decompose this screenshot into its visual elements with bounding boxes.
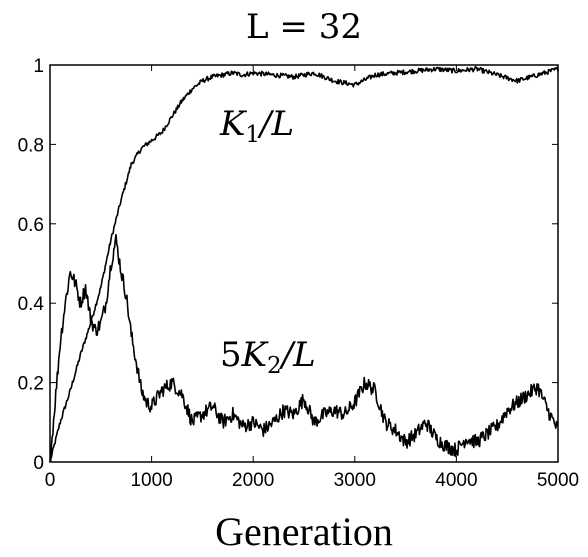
y-tick-label: 0.2 — [18, 374, 44, 395]
chart-title: L = 32 — [246, 7, 362, 47]
annotation-5k2-subscript: 2 — [267, 353, 282, 379]
annotation-k1-subscript: 1 — [245, 122, 260, 148]
x-tick-label: 5000 — [537, 470, 579, 491]
annotation-k1-symbol: K — [219, 104, 248, 144]
series-line-2 — [49, 233, 559, 463]
annotation-k1-over-l: K1/L — [219, 104, 294, 148]
y-tick-label: 0.8 — [18, 135, 44, 156]
x-tick-label: 4000 — [435, 470, 477, 491]
x-tick-label: 1000 — [130, 470, 172, 491]
series-line-1 — [49, 65, 559, 463]
annotation-k1-denominator: /L — [257, 104, 294, 144]
annotation-5k2-symbol: K — [241, 335, 270, 375]
x-tick-label: 2000 — [232, 470, 274, 491]
annotation-5k2-denominator: /L — [279, 335, 316, 375]
annotation-5k2-coefficient: 5 — [220, 335, 242, 375]
y-tick-label: 1 — [33, 56, 44, 77]
plot-frame — [49, 64, 559, 463]
y-tick-label: 0 — [33, 453, 44, 474]
y-tick-label: 0.4 — [18, 294, 45, 315]
ticks-layer: 0 1000 2000 3000 4000 5000 0 0.2 0.4 0.6 0.8 1 — [18, 56, 580, 491]
annotation-5k2-over-l: 5K2/L — [220, 335, 316, 379]
y-tick-label: 0.6 — [18, 215, 44, 236]
x-axis-label: Generation — [215, 509, 393, 554]
x-tick-label: 0 — [45, 470, 56, 491]
series-layer — [49, 65, 559, 463]
x-tick-label: 3000 — [334, 470, 376, 491]
